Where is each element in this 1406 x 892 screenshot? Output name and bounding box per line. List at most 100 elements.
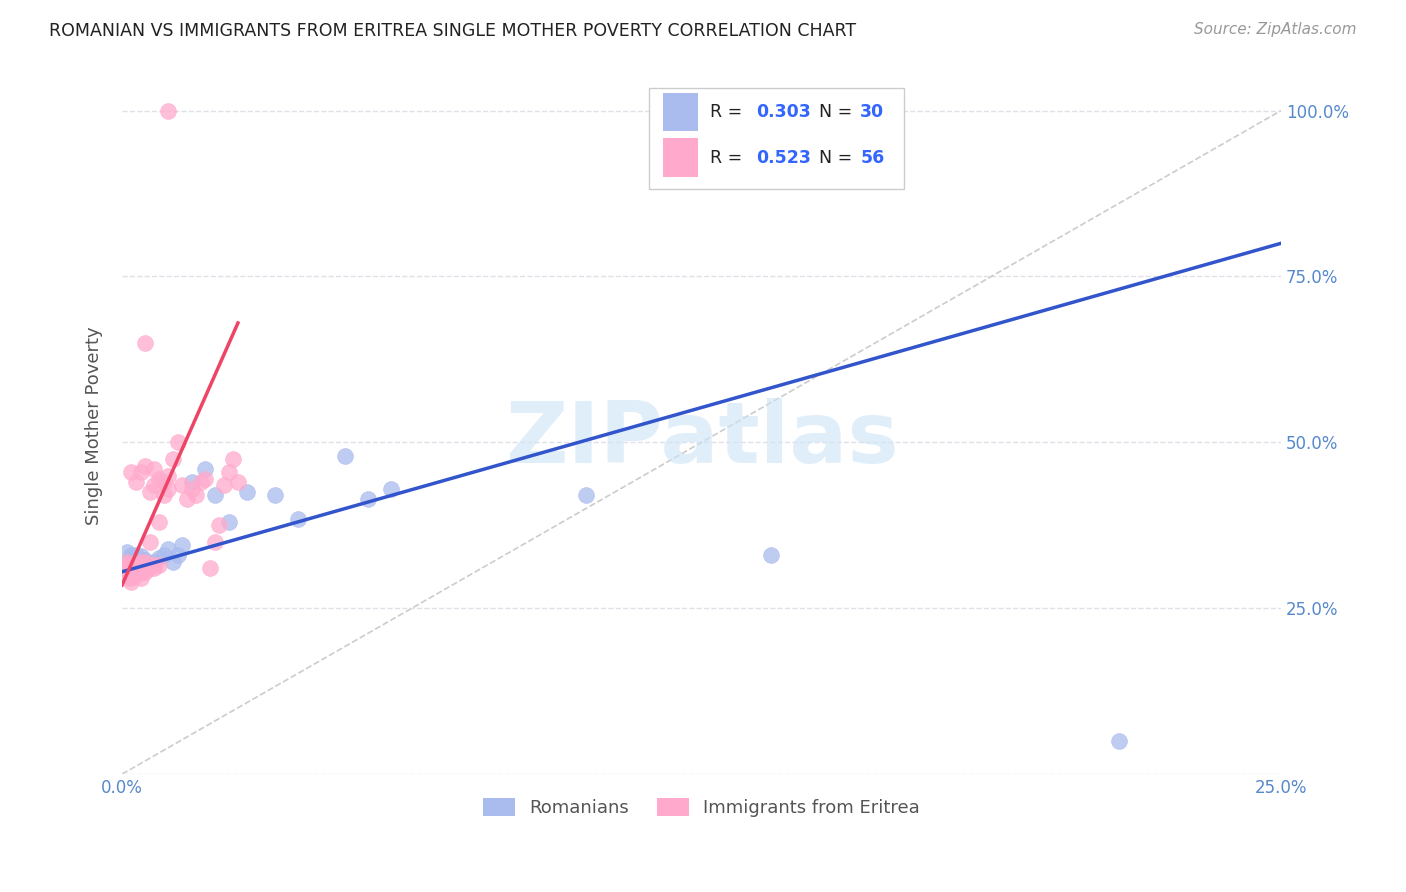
Point [287, 511, 309, 525]
FancyBboxPatch shape [650, 88, 904, 189]
Point [120, 565, 142, 579]
Text: N =: N = [808, 103, 858, 121]
Point [134, 556, 156, 570]
Point [134, 553, 156, 567]
FancyBboxPatch shape [664, 138, 697, 177]
Text: N =: N = [808, 149, 858, 167]
Point [218, 465, 240, 479]
FancyBboxPatch shape [664, 93, 697, 131]
Point [162, 555, 184, 569]
Legend: Romanians, Immigrants from Eritrea: Romanians, Immigrants from Eritrea [475, 790, 928, 824]
Point [333, 449, 356, 463]
Text: 0.303: 0.303 [756, 103, 811, 121]
Point [134, 555, 156, 569]
Point [148, 472, 170, 486]
Point [120, 548, 142, 562]
Point [120, 465, 142, 479]
Point [194, 472, 217, 486]
Point [218, 515, 240, 529]
Point [115, 561, 138, 575]
Point [264, 488, 287, 502]
Point [120, 571, 142, 585]
Point [186, 488, 208, 502]
Point [152, 488, 174, 502]
Point [120, 574, 142, 589]
Point [143, 555, 166, 569]
Point [139, 535, 162, 549]
Point [190, 475, 212, 490]
Point [575, 488, 598, 502]
Point [143, 561, 166, 575]
Point [139, 558, 162, 573]
Point [143, 558, 166, 573]
Point [115, 558, 138, 573]
Point [134, 335, 156, 350]
Point [148, 558, 170, 573]
Point [115, 545, 138, 559]
Text: R =: R = [710, 149, 748, 167]
Point [157, 482, 180, 496]
Point [125, 558, 148, 573]
Point [1108, 734, 1130, 748]
Point [236, 485, 259, 500]
Point [166, 548, 188, 562]
Point [125, 565, 148, 579]
Point [115, 555, 138, 569]
Point [204, 488, 226, 502]
Point [208, 518, 231, 533]
Point [120, 551, 142, 566]
Point [357, 491, 380, 506]
Point [172, 478, 194, 492]
Point [759, 548, 782, 562]
Point [157, 468, 180, 483]
Point [120, 558, 142, 573]
Point [129, 555, 152, 569]
Point [129, 549, 152, 564]
Point [152, 475, 174, 490]
Point [134, 561, 156, 575]
Point [125, 475, 148, 490]
Point [129, 465, 152, 479]
Point [162, 452, 184, 467]
Text: ZIPatlas: ZIPatlas [505, 398, 898, 481]
Point [180, 482, 202, 496]
Text: Source: ZipAtlas.com: Source: ZipAtlas.com [1194, 22, 1357, 37]
Point [204, 535, 226, 549]
Point [139, 561, 162, 575]
Text: 0.523: 0.523 [756, 149, 811, 167]
Point [172, 538, 194, 552]
Point [212, 478, 235, 492]
Point [120, 561, 142, 575]
Point [129, 555, 152, 569]
Point [380, 482, 402, 496]
Text: 30: 30 [860, 103, 884, 121]
Point [194, 462, 217, 476]
Point [157, 541, 180, 556]
Point [222, 452, 245, 467]
Point [125, 561, 148, 575]
Point [115, 565, 138, 579]
Point [148, 551, 170, 566]
Text: R =: R = [710, 103, 748, 121]
Point [148, 515, 170, 529]
Point [143, 462, 166, 476]
Point [139, 485, 162, 500]
Point [125, 548, 148, 562]
Text: ROMANIAN VS IMMIGRANTS FROM ERITREA SINGLE MOTHER POVERTY CORRELATION CHART: ROMANIAN VS IMMIGRANTS FROM ERITREA SING… [49, 22, 856, 40]
Point [129, 565, 152, 579]
Point [115, 571, 138, 585]
Point [143, 478, 166, 492]
Point [152, 548, 174, 562]
Point [157, 103, 180, 118]
Text: 56: 56 [860, 149, 884, 167]
Point [166, 435, 188, 450]
Point [139, 558, 162, 573]
Y-axis label: Single Mother Poverty: Single Mother Poverty [86, 326, 103, 525]
Point [125, 558, 148, 573]
Point [134, 565, 156, 579]
Point [198, 561, 221, 575]
Point [125, 568, 148, 582]
Point [226, 475, 249, 490]
Point [176, 491, 198, 506]
Point [129, 571, 152, 585]
